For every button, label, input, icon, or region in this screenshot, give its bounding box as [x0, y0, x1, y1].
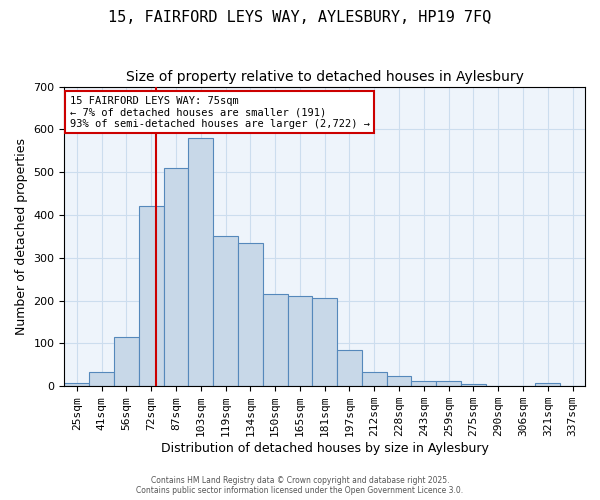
- Bar: [436, 381, 461, 386]
- Bar: [188, 138, 213, 386]
- Bar: [287, 296, 313, 386]
- Bar: [263, 294, 287, 386]
- Text: 15, FAIRFORD LEYS WAY, AYLESBURY, HP19 7FQ: 15, FAIRFORD LEYS WAY, AYLESBURY, HP19 7…: [109, 10, 491, 25]
- Bar: [313, 298, 337, 386]
- Bar: [412, 381, 436, 386]
- Bar: [238, 243, 263, 386]
- Bar: [337, 350, 362, 386]
- Bar: [164, 168, 188, 386]
- Y-axis label: Number of detached properties: Number of detached properties: [15, 138, 28, 335]
- Bar: [64, 383, 89, 386]
- Bar: [89, 372, 114, 386]
- Bar: [535, 383, 560, 386]
- X-axis label: Distribution of detached houses by size in Aylesbury: Distribution of detached houses by size …: [161, 442, 488, 455]
- Bar: [114, 337, 139, 386]
- Bar: [139, 206, 164, 386]
- Title: Size of property relative to detached houses in Aylesbury: Size of property relative to detached ho…: [126, 70, 524, 84]
- Bar: [213, 236, 238, 386]
- Text: 15 FAIRFORD LEYS WAY: 75sqm
← 7% of detached houses are smaller (191)
93% of sem: 15 FAIRFORD LEYS WAY: 75sqm ← 7% of deta…: [70, 96, 370, 128]
- Bar: [362, 372, 386, 386]
- Bar: [461, 384, 486, 386]
- Text: Contains HM Land Registry data © Crown copyright and database right 2025.
Contai: Contains HM Land Registry data © Crown c…: [136, 476, 464, 495]
- Bar: [386, 376, 412, 386]
